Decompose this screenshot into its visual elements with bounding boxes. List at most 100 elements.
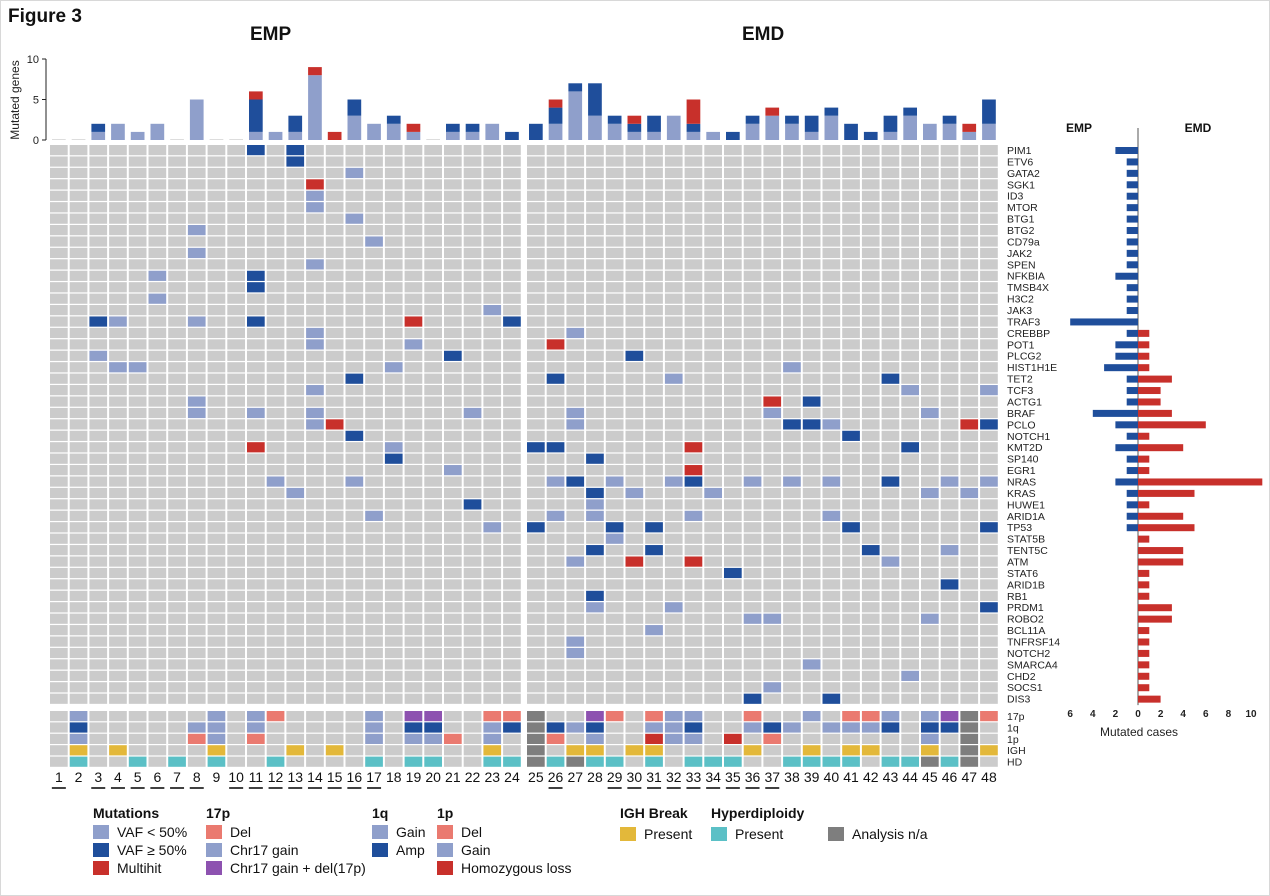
grid-cell bbox=[743, 419, 762, 430]
grid-cell bbox=[404, 247, 423, 259]
annotation-cell bbox=[503, 745, 521, 756]
grid-cell bbox=[763, 430, 782, 441]
annotation-cell bbox=[384, 733, 403, 744]
grid-cell bbox=[921, 636, 939, 647]
grid-cell bbox=[605, 419, 624, 430]
grid-cell bbox=[463, 247, 482, 259]
grid-cell bbox=[483, 247, 502, 259]
grid-cell bbox=[128, 579, 147, 590]
grid-cell bbox=[50, 590, 68, 601]
grid-cell bbox=[148, 522, 167, 533]
grid-cell bbox=[940, 442, 959, 453]
grid-cell bbox=[384, 647, 403, 659]
grid-cell bbox=[861, 225, 880, 236]
grid-cell bbox=[168, 659, 186, 670]
top-bar-segment bbox=[863, 131, 878, 140]
grid-cell bbox=[286, 190, 305, 201]
grid-cell bbox=[207, 213, 226, 224]
side-bar-emd bbox=[1138, 581, 1150, 589]
grid-cell bbox=[50, 659, 68, 670]
grid-cell bbox=[566, 510, 585, 521]
grid-cell bbox=[463, 385, 482, 396]
grid-cell bbox=[625, 385, 644, 396]
grid-cell bbox=[168, 259, 186, 270]
grid-cell bbox=[207, 522, 226, 533]
grid-cell bbox=[424, 682, 442, 693]
annotation-cell bbox=[960, 745, 979, 756]
grid-cell bbox=[724, 282, 742, 293]
grid-cell bbox=[365, 579, 383, 590]
grid-cell bbox=[724, 247, 742, 259]
grid-cell bbox=[527, 567, 545, 579]
grid-cell bbox=[424, 247, 442, 259]
side-bar-emp bbox=[1104, 364, 1138, 372]
grid-cell bbox=[664, 602, 683, 613]
grid-cell bbox=[645, 327, 663, 339]
grid-cell bbox=[586, 179, 604, 190]
grid-cell bbox=[842, 179, 860, 190]
grid-cell bbox=[424, 419, 442, 430]
grid-cell bbox=[664, 316, 683, 327]
grid-cell bbox=[527, 202, 545, 213]
grid-cell bbox=[546, 396, 565, 407]
grid-cell bbox=[546, 339, 565, 350]
grid-cell bbox=[763, 282, 782, 293]
grid-cell bbox=[684, 373, 703, 384]
grid-cell bbox=[483, 190, 502, 201]
patient-number: 12 bbox=[268, 769, 284, 785]
grid-cell bbox=[266, 156, 285, 167]
grid-cell bbox=[980, 556, 998, 567]
grid-cell bbox=[247, 316, 265, 327]
annotation-cell bbox=[444, 756, 462, 767]
grid-cell bbox=[69, 270, 88, 281]
grid-cell bbox=[980, 362, 998, 373]
legend-item: Amp bbox=[372, 842, 425, 858]
side-bar-emd bbox=[1138, 661, 1150, 669]
grid-cell bbox=[483, 682, 502, 693]
grid-cell bbox=[325, 179, 344, 190]
grid-cell bbox=[50, 236, 68, 247]
patient-number: 5 bbox=[134, 769, 142, 785]
annotation-cell bbox=[463, 722, 482, 733]
grid-cell bbox=[168, 487, 186, 499]
grid-cell bbox=[187, 236, 206, 247]
grid-cell bbox=[605, 682, 624, 693]
grid-cell bbox=[980, 487, 998, 499]
grid-cell bbox=[424, 362, 442, 373]
grid-cell bbox=[50, 270, 68, 281]
grid-cell bbox=[227, 385, 245, 396]
grid-cell bbox=[921, 339, 939, 350]
grid-cell bbox=[424, 613, 442, 624]
side-bar-emd bbox=[1138, 398, 1161, 406]
grid-cell bbox=[404, 442, 423, 453]
grid-cell bbox=[207, 167, 226, 179]
grid-cell bbox=[365, 693, 383, 704]
grid-cell bbox=[384, 350, 403, 361]
grid-cell bbox=[802, 556, 821, 567]
grid-cell bbox=[901, 682, 919, 693]
grid-cell bbox=[247, 659, 265, 670]
grid-cell bbox=[802, 156, 821, 167]
grid-cell bbox=[724, 202, 742, 213]
grid-cell bbox=[325, 190, 344, 201]
grid-cell bbox=[743, 533, 762, 544]
grid-cell bbox=[605, 316, 624, 327]
grid-cell bbox=[960, 202, 979, 213]
grid-cell bbox=[384, 430, 403, 441]
grid-cell bbox=[763, 659, 782, 670]
grid-cell bbox=[921, 499, 939, 510]
grid-cell bbox=[783, 396, 801, 407]
grid-cell bbox=[861, 179, 880, 190]
grid-cell bbox=[503, 430, 521, 441]
grid-cell bbox=[625, 419, 644, 430]
grid-cell bbox=[325, 373, 344, 384]
grid-cell bbox=[345, 590, 364, 601]
grid-cell bbox=[109, 693, 127, 704]
grid-cell bbox=[148, 339, 167, 350]
grid-cell bbox=[365, 567, 383, 579]
grid-cell bbox=[109, 373, 127, 384]
grid-cell bbox=[128, 453, 147, 464]
grid-cell bbox=[306, 613, 324, 624]
grid-cell bbox=[345, 567, 364, 579]
grid-cell bbox=[605, 499, 624, 510]
